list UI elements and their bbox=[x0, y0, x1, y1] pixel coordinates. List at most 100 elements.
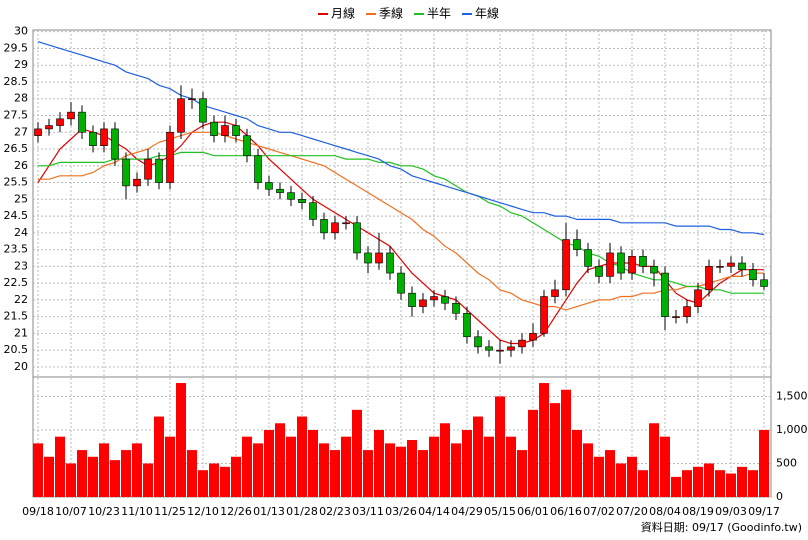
volume-bar bbox=[616, 463, 626, 497]
x-tick-label: 01/28 bbox=[286, 505, 318, 518]
candle-body bbox=[111, 128, 119, 160]
volume-bar bbox=[374, 429, 384, 497]
volume-bar bbox=[363, 450, 373, 497]
candle-body bbox=[232, 125, 240, 136]
x-tick-label: 09/18 bbox=[22, 505, 54, 518]
candle-body bbox=[507, 346, 515, 351]
candle-body bbox=[45, 125, 53, 130]
candle-body bbox=[166, 131, 174, 183]
x-tick-label: 03/11 bbox=[352, 505, 384, 518]
x-tick-label: 04/14 bbox=[418, 505, 450, 518]
candle-body bbox=[100, 128, 108, 146]
legend-label: 半年 bbox=[427, 7, 451, 21]
volume-bar bbox=[286, 436, 296, 497]
candle-body bbox=[89, 131, 97, 146]
candle-body bbox=[320, 219, 328, 234]
candle-body bbox=[386, 252, 394, 274]
x-tick-label: 04/29 bbox=[451, 505, 483, 518]
candle-body bbox=[727, 262, 735, 267]
candle-body bbox=[551, 289, 559, 297]
volume-bar bbox=[594, 456, 604, 497]
y2-tick-label: 1,000 bbox=[776, 423, 808, 436]
candle-body bbox=[452, 302, 460, 314]
volume-bar bbox=[330, 450, 340, 497]
y2-tick-label: 0 bbox=[776, 490, 783, 503]
candle-body bbox=[133, 178, 141, 187]
candle-body bbox=[485, 346, 493, 351]
candle-body bbox=[584, 249, 592, 267]
volume-bar bbox=[627, 456, 637, 497]
x-tick-label: 12/10 bbox=[187, 505, 219, 518]
candle-body bbox=[309, 202, 317, 220]
volume-bar bbox=[341, 436, 351, 497]
volume-bar bbox=[715, 470, 725, 497]
y2-tick-label: 1,500 bbox=[776, 389, 808, 402]
volume-bar bbox=[407, 440, 417, 497]
y-tick-label: 29 bbox=[14, 58, 28, 71]
volume-bar bbox=[528, 409, 538, 497]
candle-body bbox=[408, 292, 416, 307]
candle-body bbox=[661, 272, 669, 317]
volume-bar bbox=[352, 409, 362, 497]
candle-body bbox=[67, 111, 75, 120]
volume-bar bbox=[517, 450, 527, 497]
volume-bar bbox=[165, 436, 175, 497]
volume-bar bbox=[418, 450, 428, 497]
x-tick-label: 08/04 bbox=[649, 505, 681, 518]
candle-body bbox=[287, 192, 295, 200]
x-tick-label: 10/23 bbox=[88, 505, 120, 518]
candle-body bbox=[529, 333, 537, 341]
y-tick-label: 25 bbox=[14, 192, 28, 205]
volume-bar bbox=[132, 443, 142, 497]
candle-body bbox=[628, 256, 636, 274]
x-tick-label: 03/26 bbox=[385, 505, 417, 518]
y-tick-label: 22 bbox=[14, 293, 28, 306]
y-tick-label: 28.5 bbox=[4, 75, 29, 88]
volume-bar bbox=[671, 476, 681, 497]
candle-body bbox=[749, 269, 757, 281]
volume-bar bbox=[231, 456, 241, 497]
candle-body bbox=[276, 188, 284, 193]
candle-body bbox=[595, 266, 603, 277]
y-tick-label: 24.5 bbox=[4, 209, 29, 222]
candle-body bbox=[188, 98, 196, 101]
volume-bar bbox=[198, 470, 208, 497]
y-tick-label: 21.5 bbox=[4, 310, 29, 323]
x-tick-label: 07/02 bbox=[583, 505, 615, 518]
candle-body bbox=[254, 155, 262, 183]
candle-body bbox=[683, 306, 691, 317]
y-tick-label: 20.5 bbox=[4, 343, 29, 356]
source-note: 資料日期: 09/17 (Goodinfo.tw) bbox=[641, 520, 802, 534]
volume-bar bbox=[121, 450, 131, 497]
candle-body bbox=[705, 266, 713, 291]
volume-bar bbox=[154, 416, 164, 497]
volume-bar bbox=[473, 416, 483, 497]
candle-body bbox=[78, 111, 86, 133]
volume-bar bbox=[440, 423, 450, 497]
volume-bar bbox=[638, 470, 648, 497]
volume-bar bbox=[748, 470, 758, 497]
plot-frame bbox=[32, 29, 772, 498]
volume-bar bbox=[187, 450, 197, 497]
candle-body bbox=[716, 266, 724, 268]
candle-body bbox=[155, 158, 163, 183]
volume-bar bbox=[385, 443, 395, 497]
candle-body bbox=[199, 98, 207, 123]
candle-body bbox=[430, 296, 438, 301]
x-tick-label: 02/23 bbox=[319, 505, 351, 518]
y-tick-label: 26 bbox=[14, 159, 28, 172]
x-tick-label: 05/15 bbox=[484, 505, 516, 518]
candle-body bbox=[210, 121, 218, 136]
x-tick-label: 06/16 bbox=[550, 505, 582, 518]
x-tick-label: 07/20 bbox=[616, 505, 648, 518]
volume-bar bbox=[55, 436, 65, 497]
candle-body bbox=[298, 199, 306, 203]
candle-body bbox=[144, 158, 152, 180]
y-tick-label: 23.5 bbox=[4, 243, 29, 256]
volume-bar bbox=[297, 416, 307, 497]
volume-bar bbox=[242, 436, 252, 497]
y2-tick-label: 500 bbox=[776, 456, 797, 469]
volume-bar bbox=[88, 456, 98, 497]
legend-label: 年線 bbox=[475, 6, 499, 21]
